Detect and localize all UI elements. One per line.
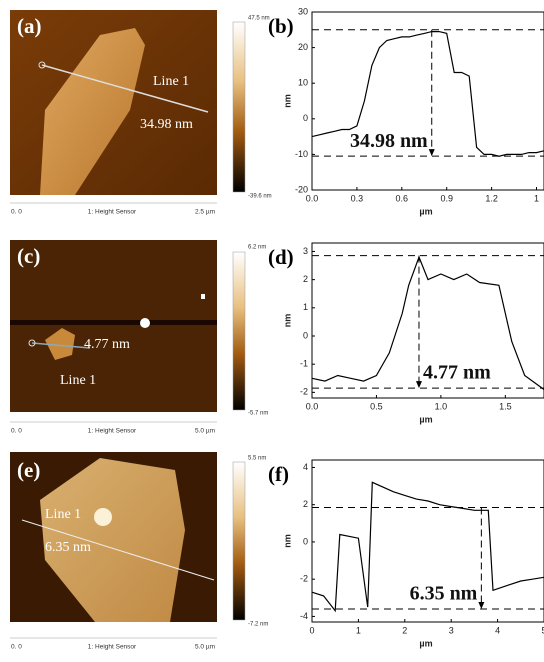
y-tick-label: -1 [300, 359, 308, 369]
y-tick-label: 1 [303, 302, 308, 312]
y-tick-label: -2 [300, 574, 308, 584]
arrow-head [478, 601, 485, 609]
colorbar-max: 5.5 nm [248, 456, 266, 462]
y-tick-label: -2 [300, 387, 308, 397]
particle [94, 508, 112, 526]
x-tick-label: 1.0 [435, 401, 448, 411]
channel: 1: Height Sensor [88, 644, 137, 651]
x-tick-label: 0.3 [351, 193, 364, 203]
scale: 5.0 µm [195, 428, 215, 435]
channel: 1: Height Sensor [88, 209, 137, 216]
line-1 [41, 64, 209, 113]
height-label: 6.35 nm [45, 540, 91, 555]
x-tick-label: 4 [495, 625, 500, 635]
x-tick-label: 0.9 [440, 193, 453, 203]
x-axis-label: µm [419, 414, 432, 424]
colorbar-max: 6.2 nm [248, 245, 266, 251]
line-1 [31, 342, 91, 349]
x-tick-label: 0 [309, 625, 314, 635]
x-tick-label: 1.2 [485, 193, 498, 203]
origin: 0. 0 [11, 428, 22, 435]
particle [140, 318, 150, 328]
particle [201, 294, 205, 299]
colorbar-min: -39.6 nm [248, 194, 272, 200]
line-label: Line 1 [153, 74, 189, 89]
x-tick-label: 2 [402, 625, 407, 635]
flake [40, 28, 145, 195]
y-tick-label: 3 [303, 246, 308, 256]
scale: 2.5 µm [195, 209, 215, 216]
panel-label: (d) [268, 245, 294, 269]
height-annotation: 34.98 nm [350, 130, 428, 152]
y-tick-label: 0 [303, 113, 308, 123]
x-tick-label: 1.5 [499, 401, 512, 411]
x-tick-label: 0.6 [396, 193, 409, 203]
y-axis-label: nm [282, 314, 292, 328]
height-label: 34.98 nm [140, 117, 193, 132]
colorbar [232, 251, 246, 411]
y-axis-label: nm [282, 94, 292, 108]
flake [45, 328, 75, 360]
flake [40, 458, 185, 622]
arrow-head [428, 149, 435, 157]
y-tick-label: 20 [298, 42, 308, 52]
plot-frame [311, 459, 544, 623]
line-label: Line 1 [60, 373, 96, 388]
x-tick-label: 3 [449, 625, 454, 635]
line-start [38, 61, 46, 69]
origin: 0. 0 [11, 644, 22, 651]
origin: 0. 0 [11, 209, 22, 216]
afm-image [10, 240, 217, 412]
colorbar-max: 47.5 nm [248, 16, 270, 22]
panel-label: (a) [17, 14, 42, 38]
y-tick-label: -10 [295, 149, 308, 159]
afm-images: (a) Line 1 34.98 nm 47.5 nm -39.6 nm 0. … [10, 10, 272, 651]
y-tick-label: 2 [303, 274, 308, 284]
scale: 5.0 µm [195, 644, 215, 651]
profile-line [311, 31, 544, 157]
y-tick-label: -20 [295, 184, 308, 194]
height-annotation: 4.77 nm [423, 362, 491, 384]
line-start [28, 339, 36, 347]
line-1 [21, 519, 215, 581]
y-axis-label: nm [282, 534, 292, 548]
y-tick-label: 2 [303, 499, 308, 509]
colorbar-min: -7.2 nm [248, 622, 268, 628]
x-axis-label: µm [419, 638, 432, 648]
panel-label: (f) [268, 462, 289, 486]
profile-line [311, 481, 544, 613]
panel-label: (c) [17, 244, 40, 268]
x-tick-label: 1 [356, 625, 361, 635]
line-label: Line 1 [45, 507, 81, 522]
scan-line [10, 320, 217, 325]
y-tick-label: -4 [300, 611, 308, 621]
x-tick-label: 0.5 [370, 401, 383, 411]
height-label: 4.77 nm [84, 337, 130, 352]
y-tick-label: 10 [298, 78, 308, 88]
height-annotation: 6.35 nm [410, 583, 478, 605]
panel-label: (e) [17, 458, 40, 482]
y-tick-label: 4 [303, 462, 308, 472]
y-tick-label: 0 [303, 330, 308, 340]
y-tick-label: 30 [298, 6, 308, 16]
y-tick-label: 0 [303, 536, 308, 546]
channel: 1: Height Sensor [88, 428, 137, 435]
colorbar-min: -5.7 nm [248, 411, 268, 417]
colorbar [232, 21, 246, 193]
x-axis-label: µm [419, 206, 432, 216]
plot-frame [311, 11, 544, 191]
x-tick-label: 1 [534, 193, 539, 203]
x-tick-label: 5 [541, 625, 544, 635]
x-tick-label: 0.0 [306, 401, 319, 411]
plot-frame [311, 242, 544, 399]
arrow-head [415, 381, 422, 389]
colorbar [232, 461, 246, 621]
panel-label: (b) [268, 14, 294, 38]
x-tick-label: 0.0 [306, 193, 319, 203]
